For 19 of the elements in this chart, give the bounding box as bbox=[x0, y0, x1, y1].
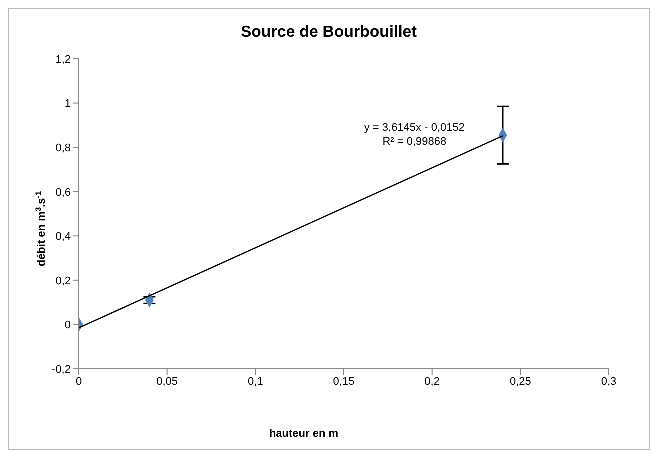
y-tick-label: 0,4 bbox=[56, 231, 71, 244]
x-tick-label: 0,25 bbox=[510, 376, 532, 388]
y-tick-label: 1 bbox=[64, 98, 71, 110]
annotation: R² = 0,99868 bbox=[382, 136, 447, 148]
y-tick-label: 0,8 bbox=[56, 142, 71, 154]
x-tick-label: 0,3 bbox=[601, 376, 617, 388]
x-tick-label: 0,1 bbox=[248, 376, 264, 388]
y-tick-label: 1,2 bbox=[56, 54, 71, 66]
x-axis-title: hauteur en m bbox=[269, 428, 339, 440]
x-tick-label: 0 bbox=[76, 376, 82, 388]
x-tick-label: 0,15 bbox=[333, 376, 355, 388]
x-tick-label: 0,2 bbox=[424, 376, 440, 388]
y-tick-label: 0,2 bbox=[56, 275, 71, 288]
annotation: y = 3,6145x - 0,0152 bbox=[364, 122, 465, 134]
y-tick-label: -0,2 bbox=[52, 364, 71, 376]
x-tick-label: 0,05 bbox=[156, 376, 178, 388]
chart-title: Source de Bourbouillet bbox=[240, 24, 418, 41]
y-tick-label: 0,6 bbox=[56, 186, 71, 199]
y-tick-label: 0 bbox=[64, 320, 71, 332]
